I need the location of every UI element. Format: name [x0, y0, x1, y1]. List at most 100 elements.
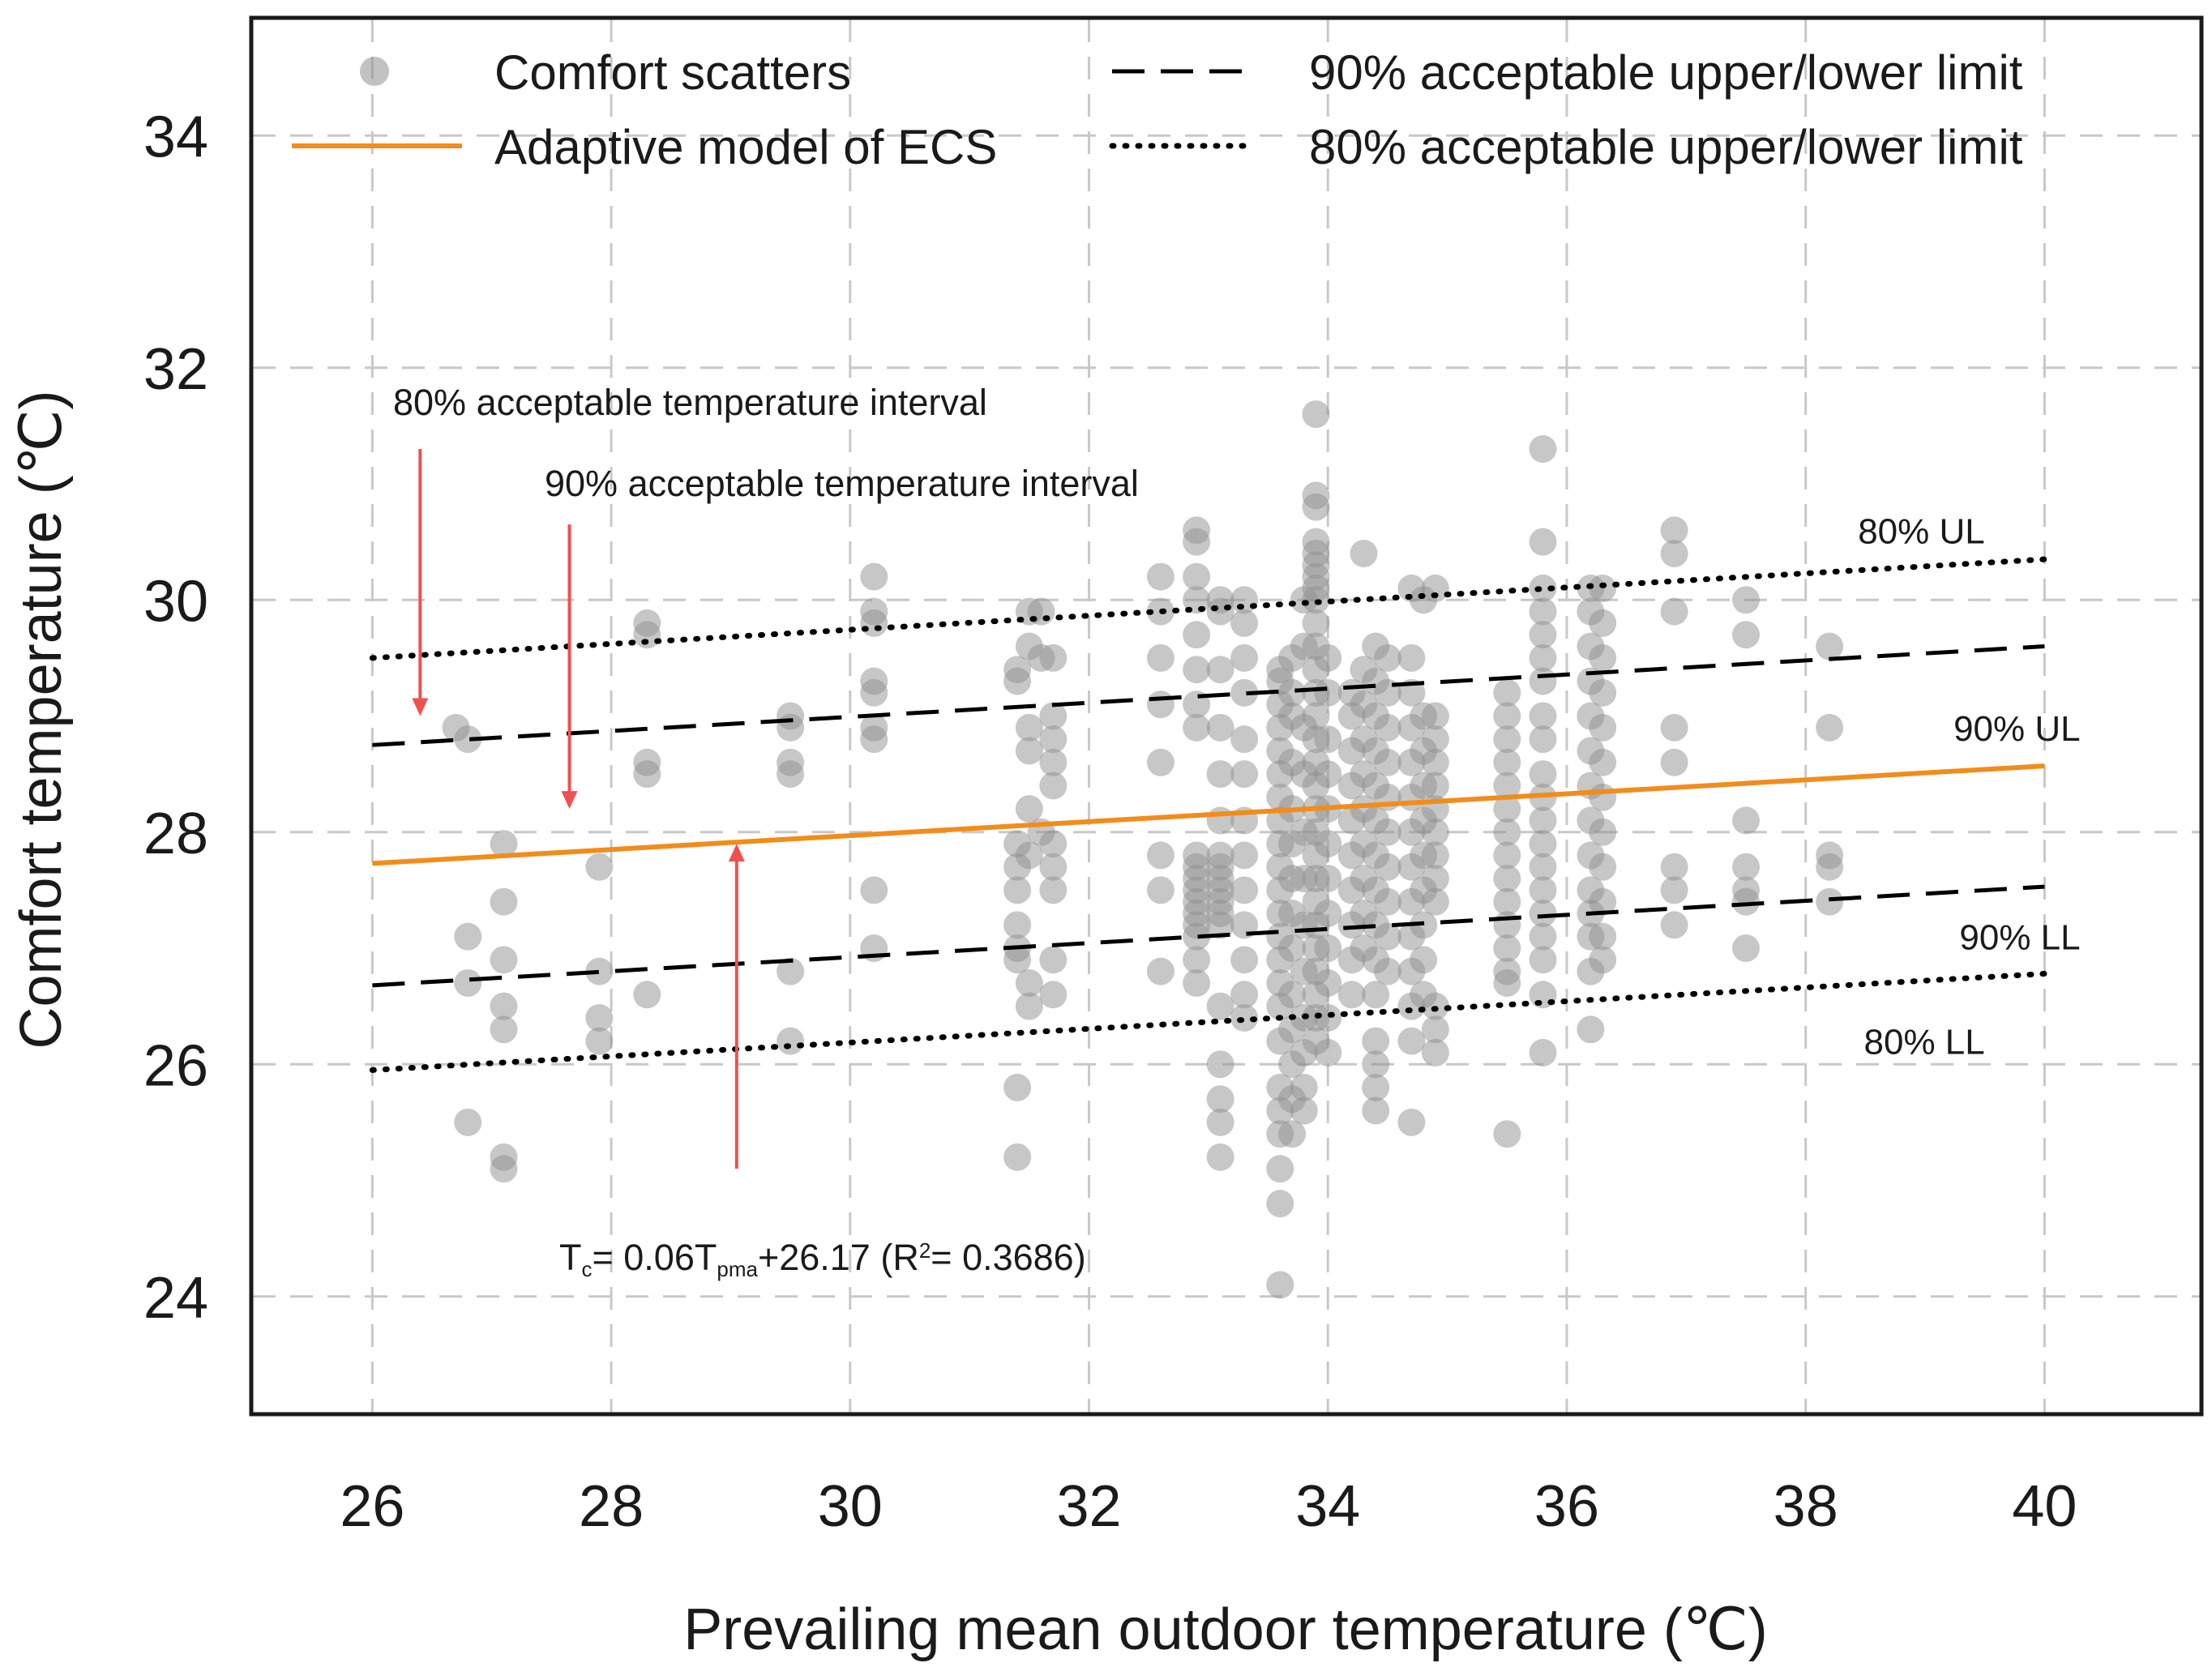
x-tick-label-30: 30 [818, 1474, 883, 1539]
data-point-201 [1314, 643, 1342, 672]
data-point-105 [1206, 911, 1234, 939]
data-point-367 [1732, 853, 1761, 881]
data-point-156 [1278, 981, 1307, 1009]
data-point-34 [860, 876, 888, 904]
data-point-61 [1039, 772, 1067, 800]
band-label-ul80: 80% UL [1858, 511, 1985, 551]
data-point-118 [1230, 841, 1259, 870]
data-point-308 [1493, 968, 1521, 997]
data-point-356 [1660, 516, 1688, 545]
equation-slope: = 0.06T [593, 1237, 717, 1278]
data-point-326 [1529, 922, 1557, 951]
data-point-148 [1278, 678, 1307, 707]
data-point-115 [1230, 725, 1259, 754]
equation-sub-pma: pma [717, 1257, 758, 1281]
adaptive-model-line [372, 763, 2045, 866]
data-point-325 [1529, 900, 1557, 928]
y-tick-label-34: 34 [143, 105, 208, 169]
data-point-210 [1314, 968, 1342, 997]
data-point-319 [1529, 760, 1557, 789]
data-point-57 [1039, 643, 1067, 672]
arrow-interval90 [561, 524, 578, 810]
data-point-248 [1373, 643, 1401, 672]
y-tick-label-30: 30 [143, 569, 208, 634]
data-point-5 [490, 830, 518, 858]
data-point-302 [1493, 841, 1521, 870]
data-point-172 [1290, 1096, 1318, 1125]
data-point-2 [454, 922, 482, 951]
data-point-95 [1206, 656, 1234, 684]
arrow-interval90-head [561, 791, 578, 810]
data-point-347 [1589, 678, 1617, 707]
data-point-63 [1039, 853, 1067, 881]
data-point-69 [1146, 643, 1174, 672]
data-point-254 [1373, 853, 1401, 881]
data-point-173 [1302, 400, 1330, 429]
data-point-121 [1230, 946, 1259, 974]
data-point-62 [1039, 830, 1067, 858]
data-point-33 [860, 725, 888, 754]
band-label-ll90: 90% LL [1959, 918, 2080, 958]
legend-scatter-marker [360, 57, 389, 86]
data-point-31 [860, 678, 888, 707]
data-point-45 [1003, 1143, 1032, 1171]
data-point-80 [1183, 656, 1211, 684]
x-tick-label-36: 36 [1534, 1474, 1599, 1539]
y-tick-label-26: 26 [143, 1033, 208, 1098]
data-point-82 [1183, 713, 1211, 742]
data-point-296 [1493, 702, 1521, 730]
data-point-90 [1183, 922, 1211, 951]
data-point-369 [1732, 887, 1761, 916]
data-point-317 [1529, 702, 1557, 730]
data-point-6 [490, 887, 518, 916]
data-point-53 [1015, 992, 1043, 1020]
data-point-324 [1529, 876, 1557, 904]
data-point-286 [1421, 772, 1449, 800]
x-tick-label-32: 32 [1056, 1474, 1121, 1539]
interval90-annotation: 90% acceptable temperature interval [545, 463, 1139, 504]
data-point-311 [1529, 528, 1557, 556]
equation-t: T [559, 1237, 582, 1278]
data-point-322 [1529, 830, 1557, 858]
data-point-51 [1015, 841, 1043, 870]
data-point-313 [1529, 597, 1557, 626]
data-point-209 [1314, 934, 1342, 962]
data-point-282 [1421, 574, 1449, 602]
data-point-70 [1146, 690, 1174, 719]
data-point-92 [1183, 968, 1211, 997]
data-point-321 [1529, 806, 1557, 835]
data-point-293 [1421, 1015, 1449, 1044]
data-point-41 [1003, 911, 1032, 939]
data-point-284 [1421, 725, 1449, 754]
data-point-3 [454, 968, 482, 997]
data-point-11 [490, 1155, 518, 1183]
y-axis-tick-labels: 24 26 28 30 32 34 [143, 105, 208, 1331]
data-point-352 [1589, 853, 1617, 881]
data-point-119 [1230, 876, 1259, 904]
data-point-71 [1146, 748, 1174, 776]
data-point-4 [454, 1108, 482, 1136]
data-point-79 [1183, 621, 1211, 649]
data-point-155 [1278, 934, 1307, 962]
x-axis-title: Prevailing mean outdoor temperature (℃) [683, 1597, 1767, 1662]
data-point-350 [1589, 783, 1617, 811]
x-tick-label-34: 34 [1295, 1474, 1360, 1539]
data-point-20 [633, 981, 661, 1009]
plot-frame [249, 15, 2204, 1417]
data-point-74 [1146, 957, 1174, 985]
band-label-ul90: 90% UL [1953, 709, 2081, 749]
data-point-291 [1421, 887, 1449, 916]
data-point-182 [1302, 609, 1330, 637]
data-point-303 [1493, 865, 1521, 893]
arrow-equation-head [728, 844, 745, 862]
data-point-371 [1816, 632, 1844, 660]
data-point-314 [1529, 621, 1557, 649]
data-point-98 [1206, 806, 1234, 835]
equation-sub-c: c [582, 1257, 593, 1281]
data-point-204 [1314, 760, 1342, 789]
data-point-318 [1529, 725, 1557, 754]
data-point-49 [1015, 737, 1043, 765]
data-point-247 [1362, 1096, 1390, 1125]
data-point-250 [1373, 713, 1401, 742]
data-point-13 [585, 957, 614, 985]
